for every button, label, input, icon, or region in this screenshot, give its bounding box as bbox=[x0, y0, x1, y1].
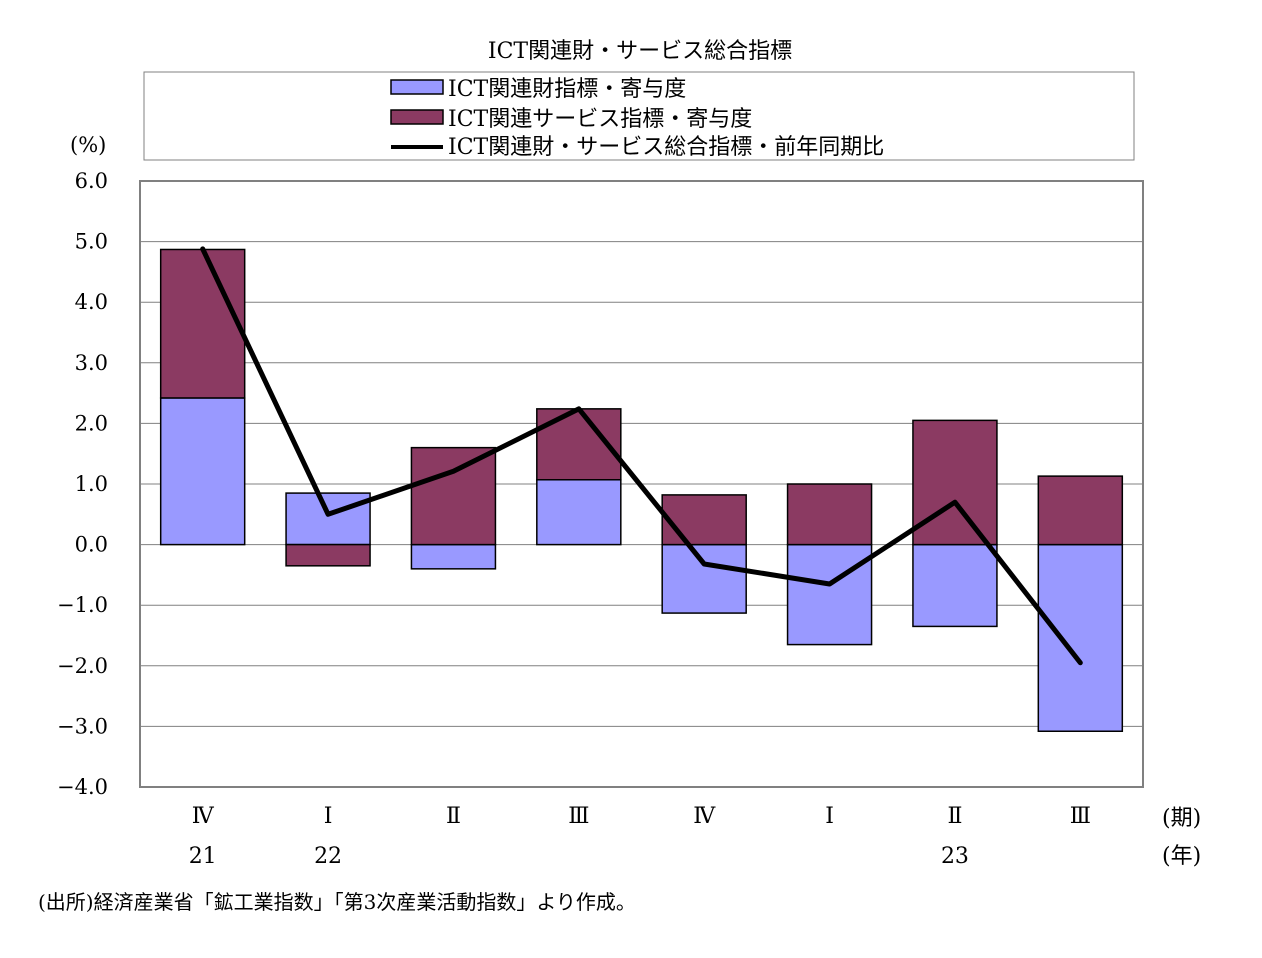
x-tick-labels: Ⅳ Ⅰ Ⅱ Ⅲ Ⅳ Ⅰ Ⅱ Ⅲ bbox=[192, 804, 1091, 829]
x-tick-label: Ⅱ bbox=[446, 804, 461, 829]
y-tick-label: −4.0 bbox=[57, 775, 108, 799]
legend-swatch-goods bbox=[390, 79, 444, 95]
y-tick-label: 0.0 bbox=[75, 533, 108, 557]
legend-box bbox=[143, 71, 1135, 161]
bar-goods bbox=[786, 543, 873, 646]
bar-goods bbox=[1037, 543, 1124, 732]
y-tick-label: −2.0 bbox=[57, 654, 108, 678]
bar-goods bbox=[912, 543, 998, 628]
bar-goods bbox=[661, 543, 747, 614]
bar-goods bbox=[536, 479, 622, 546]
plot-area-border bbox=[139, 180, 1144, 788]
legend-label-goods: ICT関連財指標・寄与度 bbox=[448, 77, 686, 102]
x-tick-label: Ⅲ bbox=[1070, 804, 1091, 829]
legend-swatch-services bbox=[390, 109, 444, 125]
year-label: 22 bbox=[314, 844, 342, 869]
y-tick-label: 1.0 bbox=[75, 472, 108, 496]
x-axis-label-year: (年) bbox=[1162, 844, 1201, 869]
y-tick-label: 2.0 bbox=[75, 411, 108, 435]
x-tick-label: Ⅰ bbox=[825, 804, 834, 829]
legend-label-total: ICT関連財・サービス総合指標・前年同期比 bbox=[448, 135, 884, 160]
year-label: 23 bbox=[941, 844, 969, 869]
y-tick-label: 6.0 bbox=[75, 169, 108, 193]
x-axis-label-period: (期) bbox=[1162, 806, 1201, 831]
year-label: 21 bbox=[189, 844, 217, 869]
line-series bbox=[200, 246, 1083, 666]
y-tick-labels: 6.0 5.0 4.0 3.0 2.0 1.0 0.0 −1.0 −2.0 −3.0 −4.0 bbox=[57, 169, 108, 799]
bar-services bbox=[410, 446, 497, 546]
x-tick-label: Ⅰ bbox=[324, 804, 333, 829]
bar-services bbox=[912, 419, 998, 546]
bar-goods bbox=[285, 492, 371, 546]
bar-goods bbox=[159, 397, 246, 546]
legend: ICT関連財指標・寄与度 ICT関連サービス指標・寄与度 ICT関連財・サービス… bbox=[143, 71, 1135, 161]
bars bbox=[159, 248, 1124, 732]
x-tick-label: Ⅳ bbox=[693, 804, 716, 829]
bar-services bbox=[1037, 475, 1124, 546]
y-tick-label: −3.0 bbox=[57, 714, 108, 738]
y-tick-label: −1.0 bbox=[57, 593, 108, 617]
y-tick-label: 5.0 bbox=[75, 230, 108, 254]
bar-services bbox=[661, 494, 747, 546]
bar-services bbox=[159, 248, 246, 399]
bar-services bbox=[786, 483, 873, 546]
line-total bbox=[200, 246, 1083, 666]
bar-goods bbox=[410, 543, 497, 570]
x-tick-label: Ⅲ bbox=[568, 804, 589, 829]
y-tick-label: 4.0 bbox=[75, 290, 108, 314]
legend-label-services: ICT関連サービス指標・寄与度 bbox=[448, 107, 752, 132]
bar-services bbox=[285, 543, 371, 567]
y-tick-label: 3.0 bbox=[75, 351, 108, 375]
year-labels: 21 22 23 bbox=[189, 844, 969, 869]
source-note: (出所)経済産業省「鉱工業指数」「第3次産業活動指数」より作成。 bbox=[38, 890, 636, 914]
x-tick-label: Ⅱ bbox=[947, 804, 962, 829]
y-axis-unit: (%) bbox=[70, 133, 106, 157]
x-tick-label: Ⅳ bbox=[192, 804, 215, 829]
chart-title: ICT関連財・サービス総合指標 bbox=[488, 39, 792, 64]
